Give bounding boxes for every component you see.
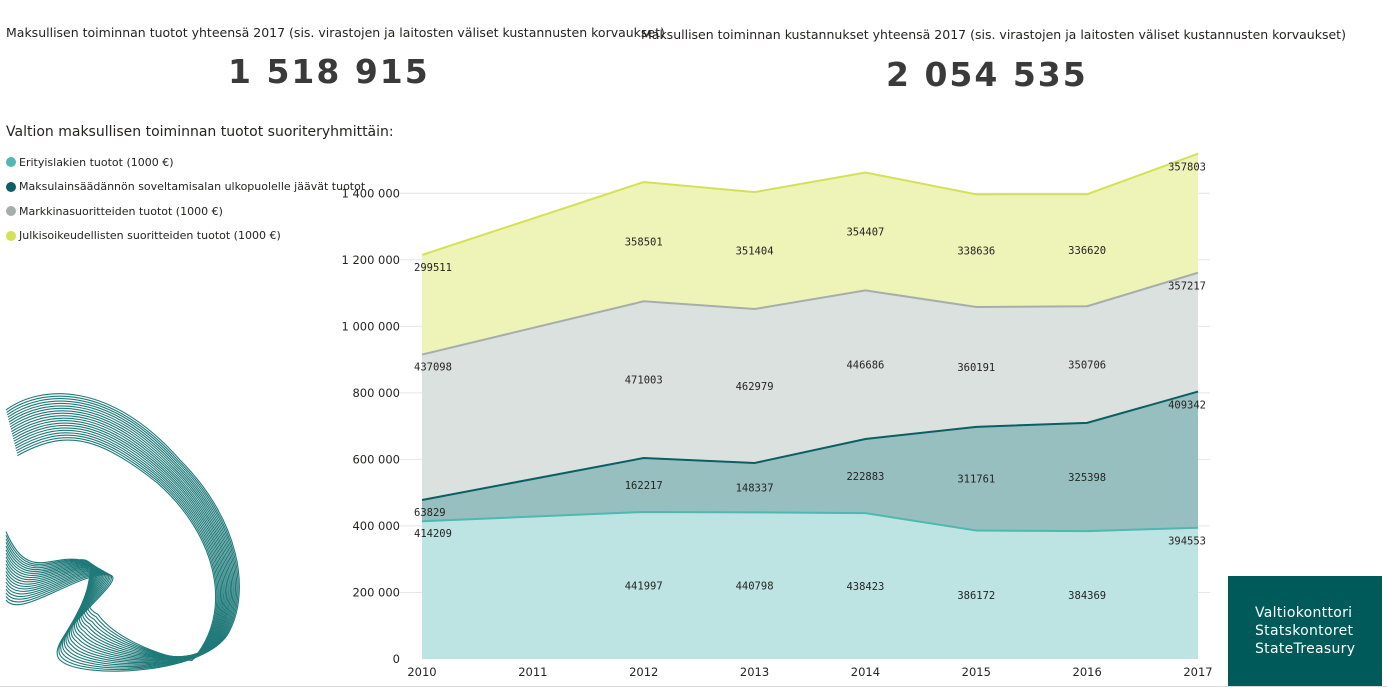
area-series-0 — [422, 511, 1198, 659]
data-label: 462979 — [736, 381, 774, 393]
x-tick-label: 2013 — [740, 665, 769, 679]
data-label: 357803 — [1168, 162, 1206, 174]
chart-legend: Erityislakien tuotot (1000 €) Maksulains… — [6, 150, 365, 248]
x-tick-label: 2012 — [629, 665, 658, 679]
legend-dot-maksulainsaadannon — [6, 181, 16, 192]
data-label: 446686 — [846, 360, 884, 372]
data-label: 384369 — [1068, 590, 1106, 602]
y-tick-label: 1 400 000 — [341, 186, 400, 200]
legend-dot-julkisoikeudellisten — [6, 230, 16, 241]
data-label: 162217 — [625, 480, 663, 492]
legend-label-erityislakien: Erityislakien tuotot (1000 €) — [19, 155, 174, 169]
costs-kpi-value: 2 054 535 — [886, 55, 1088, 94]
data-label: 148337 — [736, 483, 774, 495]
legend-dot-markkinasuoritteiden — [6, 206, 16, 217]
x-tick-label: 2010 — [407, 665, 436, 679]
data-label: 409342 — [1168, 400, 1206, 412]
legend-item-markkinasuoritteiden[interactable]: Markkinasuoritteiden tuotot (1000 €) — [6, 199, 365, 224]
y-tick-label: 800 000 — [352, 386, 400, 400]
data-label: 350706 — [1068, 360, 1106, 372]
data-label: 354407 — [846, 226, 884, 238]
y-tick-label: 200 000 — [352, 585, 400, 599]
logo-line-swedish: Statskontoret — [1255, 623, 1354, 639]
revenue-kpi-value: 1 518 915 — [228, 52, 430, 91]
revenue-kpi-title: Maksullisen toiminnan tuotot yhteensä 20… — [6, 25, 665, 40]
data-label: 440798 — [736, 581, 774, 593]
legend-label-markkinasuoritteiden: Markkinasuoritteiden tuotot (1000 €) — [19, 204, 223, 218]
data-label: 438423 — [846, 581, 884, 593]
data-label: 394553 — [1168, 536, 1206, 548]
area-series-2 — [422, 272, 1198, 500]
x-tick-label: 2016 — [1073, 665, 1102, 679]
line-series-2 — [421, 271, 1199, 356]
legend-item-maksulainsaadannon[interactable]: Maksulainsäädännön soveltamisalan ulkopu… — [6, 175, 365, 200]
decorative-wave-graphic — [5, 393, 240, 672]
legend-item-erityislakien[interactable]: Erityislakien tuotot (1000 €) — [6, 150, 365, 175]
line-series-0 — [421, 510, 1199, 533]
costs-kpi-title: Maksullisen toiminnan kustannukset yhtee… — [641, 27, 1346, 42]
bottom-divider — [0, 686, 1387, 687]
logo-line-finnish: Valtiokonttori — [1255, 605, 1353, 621]
data-label: 360191 — [957, 362, 995, 374]
x-tick-label: 2011 — [518, 665, 547, 679]
data-label: 222883 — [846, 471, 884, 483]
y-tick-label: 1 200 000 — [341, 253, 400, 267]
y-tick-label: 0 — [393, 652, 400, 666]
area-series-3 — [422, 153, 1198, 355]
data-label: 336620 — [1068, 245, 1106, 257]
data-label: 414209 — [414, 528, 452, 540]
data-label: 437098 — [414, 362, 452, 374]
line-series-1 — [421, 390, 1199, 501]
legend-label-julkisoikeudellisten: Julkisoikeudellisten suoritteiden tuotot… — [19, 229, 281, 243]
data-label: 351404 — [736, 246, 774, 258]
data-label: 357217 — [1168, 281, 1206, 293]
wave-line — [5, 437, 218, 660]
y-tick-label: 600 000 — [352, 452, 400, 466]
y-tick-label: 400 000 — [352, 519, 400, 533]
wave-line — [5, 439, 217, 661]
y-tick-label: 1 000 000 — [341, 319, 400, 333]
data-label: 338636 — [957, 246, 995, 258]
data-label: 299511 — [414, 262, 452, 274]
data-label: 358501 — [625, 237, 663, 249]
line-series-3 — [421, 152, 1199, 256]
data-label: 386172 — [957, 590, 995, 602]
x-tick-label: 2014 — [851, 665, 880, 679]
chart-title: Valtion maksullisen toiminnan tuotot suo… — [6, 124, 394, 140]
data-label: 471003 — [625, 375, 663, 387]
legend-dot-erityislakien — [6, 157, 16, 168]
data-label: 325398 — [1068, 472, 1106, 484]
state-treasury-logo: Valtiokonttori Statskontoret StateTreasu… — [1228, 576, 1382, 686]
legend-item-julkisoikeudellisten[interactable]: Julkisoikeudellisten suoritteiden tuotot… — [6, 224, 365, 249]
data-label: 311761 — [957, 474, 995, 486]
legend-label-maksulainsaadannon: Maksulainsäädännön soveltamisalan ulkopu… — [19, 180, 366, 194]
x-tick-label: 2017 — [1183, 665, 1212, 679]
data-label: 441997 — [625, 580, 663, 592]
data-label: 63829 — [414, 507, 446, 519]
x-tick-label: 2015 — [962, 665, 991, 679]
logo-line-english: StateTreasury — [1255, 641, 1356, 657]
